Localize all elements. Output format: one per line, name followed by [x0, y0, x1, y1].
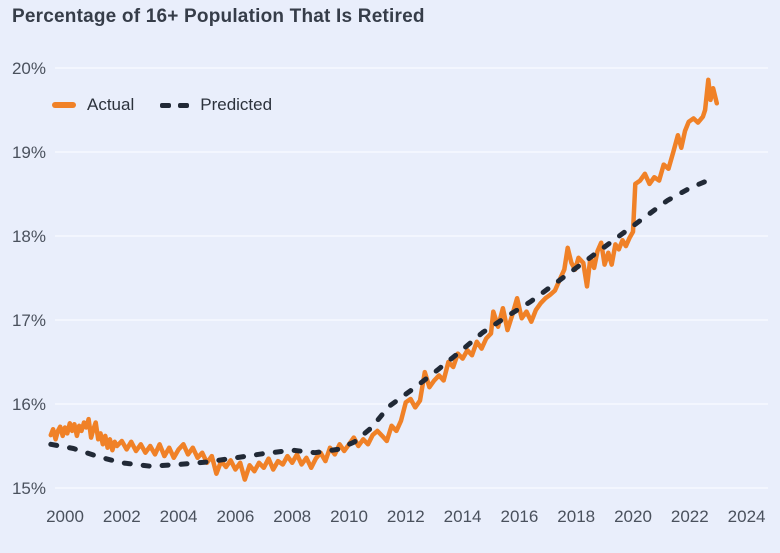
x-tick-label: 2014 — [444, 507, 482, 526]
x-tick-label: 2002 — [103, 507, 141, 526]
y-tick-label: 17% — [12, 311, 46, 330]
legend-label-predicted: Predicted — [200, 95, 273, 114]
actual-line-swatch-icon — [52, 102, 76, 108]
x-tick-label: 2016 — [500, 507, 538, 526]
legend-item-actual: Actual — [52, 95, 134, 115]
predicted-line — [48, 174, 718, 469]
chart-title: Percentage of 16+ Population That Is Ret… — [12, 6, 425, 27]
y-tick-label: 20% — [12, 59, 46, 78]
y-tick-label: 16% — [12, 395, 46, 414]
actual-line — [48, 77, 720, 482]
x-tick-label: 2000 — [46, 507, 84, 526]
x-tick-label: 2012 — [387, 507, 425, 526]
legend-item-predicted: Predicted — [160, 95, 272, 115]
y-tick-label: 18% — [12, 227, 46, 246]
legend-label-actual: Actual — [87, 95, 135, 114]
chart-legend: Actual Predicted — [52, 95, 272, 115]
x-tick-label: 2008 — [273, 507, 311, 526]
x-tick-label: 2020 — [614, 507, 652, 526]
y-tick-label: 15% — [12, 479, 46, 498]
x-tick-label: 2024 — [728, 507, 766, 526]
x-tick-label: 2006 — [216, 507, 254, 526]
x-tick-label: 2004 — [160, 507, 198, 526]
y-tick-label: 19% — [12, 143, 46, 162]
x-tick-label: 2022 — [671, 507, 709, 526]
x-tick-label: 2018 — [557, 507, 595, 526]
x-tick-label: 2010 — [330, 507, 368, 526]
predicted-dash-swatch-icon — [160, 102, 190, 108]
